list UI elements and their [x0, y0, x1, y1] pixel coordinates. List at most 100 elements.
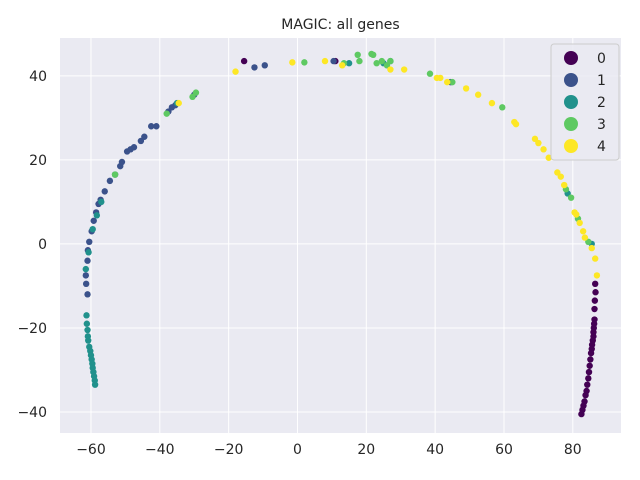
point-cluster-4	[535, 139, 542, 147]
point-cluster-1	[130, 144, 138, 151]
point-cluster-4	[400, 66, 408, 73]
y-tick-label: 40	[29, 69, 47, 85]
point-cluster-1	[141, 133, 148, 140]
point-cluster-4	[232, 68, 239, 75]
point-cluster-4	[488, 99, 496, 107]
x-tick-label: 0	[293, 442, 302, 458]
point-cluster-3	[499, 104, 506, 111]
point-cluster-3	[426, 70, 434, 77]
point-cluster-1	[148, 123, 155, 130]
legend-marker-4	[564, 139, 578, 153]
x-tick-label: −20	[214, 442, 244, 458]
point-cluster-0	[587, 349, 595, 357]
point-cluster-2	[85, 337, 92, 344]
point-cluster-2	[91, 381, 99, 388]
point-cluster-1	[90, 217, 97, 224]
point-cluster-4	[321, 57, 329, 65]
plot-area	[60, 38, 621, 433]
point-cluster-2	[83, 320, 91, 327]
point-cluster-3	[378, 57, 386, 65]
legend-label-4: 4	[597, 139, 606, 155]
point-cluster-0	[578, 410, 585, 418]
y-tick-label: 0	[38, 237, 47, 253]
x-tick-label: 40	[426, 442, 444, 458]
point-cluster-0	[586, 362, 593, 369]
point-cluster-4	[339, 62, 346, 69]
grid-lines	[60, 38, 621, 433]
point-cluster-4	[576, 219, 583, 227]
point-cluster-1	[118, 158, 126, 166]
point-cluster-2	[98, 198, 105, 206]
point-cluster-4	[593, 272, 601, 279]
point-cluster-2	[82, 265, 90, 273]
y-tick-label: −20	[17, 321, 47, 337]
legend-marker-0	[564, 51, 578, 65]
legend-label-0: 0	[597, 51, 606, 67]
legend: 0 1 2 3 4	[550, 43, 620, 161]
point-cluster-1	[106, 177, 114, 185]
legend-label-3: 3	[597, 117, 606, 133]
point-cluster-2	[83, 312, 90, 319]
point-cluster-4	[437, 74, 444, 82]
x-axis-ticks: −60 −40 −20 0 20 40 60 80	[76, 442, 582, 458]
point-cluster-1	[86, 238, 93, 246]
point-cluster-3	[192, 89, 200, 96]
point-cluster-1	[82, 272, 90, 279]
chart-title: MAGIC: all genes	[281, 17, 399, 33]
point-cluster-3	[369, 51, 377, 59]
point-cluster-4	[443, 78, 451, 86]
point-cluster-1	[84, 291, 91, 298]
point-cluster-0	[592, 289, 599, 296]
point-cluster-4	[512, 120, 520, 128]
point-cluster-2	[85, 249, 92, 256]
point-cluster-4	[289, 59, 296, 66]
point-cluster-0	[240, 57, 248, 65]
point-cluster-0	[587, 356, 594, 363]
data-points	[82, 50, 601, 418]
legend-label-2: 2	[597, 95, 606, 111]
point-cluster-4	[579, 228, 587, 235]
legend-marker-3	[564, 117, 578, 131]
legend-marker-1	[564, 73, 578, 87]
point-cluster-4	[573, 211, 580, 218]
point-cluster-4	[591, 255, 599, 262]
point-cluster-4	[474, 91, 482, 98]
point-cluster-4	[588, 244, 595, 252]
point-cluster-3	[111, 171, 119, 178]
point-cluster-3	[354, 51, 361, 59]
point-cluster-0	[591, 305, 598, 313]
point-cluster-4	[545, 154, 552, 161]
point-cluster-1	[330, 57, 337, 65]
x-tick-label: −60	[76, 442, 106, 458]
x-tick-label: 20	[357, 442, 375, 458]
point-cluster-4	[557, 173, 564, 180]
point-cluster-4	[462, 85, 470, 92]
legend-label-1: 1	[597, 73, 606, 89]
x-tick-label: 60	[495, 442, 513, 458]
point-cluster-4	[561, 181, 568, 189]
point-cluster-1	[82, 280, 90, 288]
point-cluster-0	[585, 368, 593, 376]
point-cluster-1	[153, 123, 160, 130]
point-cluster-1	[101, 188, 108, 195]
point-cluster-2	[84, 326, 91, 334]
y-tick-label: 20	[29, 153, 47, 169]
point-cluster-4	[175, 99, 182, 107]
point-cluster-2	[89, 225, 96, 233]
point-cluster-2	[93, 212, 101, 219]
legend-marker-2	[564, 95, 578, 109]
point-cluster-1	[261, 62, 268, 69]
point-cluster-0	[582, 391, 589, 399]
point-cluster-3	[373, 60, 380, 67]
y-tick-label: −40	[17, 405, 47, 421]
point-cluster-2	[345, 60, 353, 67]
point-cluster-0	[591, 280, 599, 288]
point-cluster-0	[591, 297, 599, 304]
point-cluster-4	[581, 234, 589, 241]
point-cluster-3	[163, 110, 170, 117]
point-cluster-0	[584, 381, 591, 388]
x-tick-label: −40	[145, 442, 175, 458]
point-cluster-1	[251, 64, 258, 71]
point-cluster-3	[567, 194, 575, 201]
